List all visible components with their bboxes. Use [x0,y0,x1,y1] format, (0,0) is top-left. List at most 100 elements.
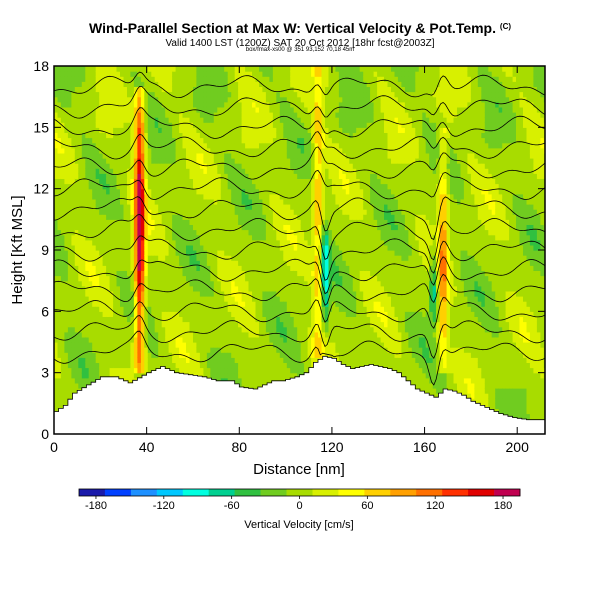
velocity-cell [120,137,125,144]
velocity-cell [81,86,86,93]
velocity-cell [234,239,239,246]
velocity-cell [140,127,145,133]
velocity-cell [186,260,191,266]
velocity-cell [137,347,142,353]
velocity-cell [116,183,121,190]
velocity-cell [127,260,132,266]
velocity-cell [137,296,142,302]
velocity-cell [92,255,97,261]
velocity-cell [203,224,208,231]
velocity-cell [92,204,97,210]
velocity-cell [92,183,97,190]
velocity-cell [71,352,76,358]
velocity-cell [283,127,288,133]
velocity-cell [120,229,125,236]
velocity-cell [147,198,152,205]
velocity-cell [279,152,284,159]
velocity-cell [290,178,295,185]
velocity-cell [172,81,177,87]
velocity-cell [127,311,132,317]
velocity-cell [109,331,114,338]
velocity-cell [67,250,72,256]
velocity-cell [127,178,132,185]
velocity-cell [276,158,281,164]
velocity-cell [168,137,173,144]
velocity-cell [92,198,97,205]
velocity-cell [95,106,100,113]
velocity-cell [92,66,97,72]
velocity-cell [210,214,215,220]
velocity-cell [144,204,149,210]
velocity-cell [102,173,107,179]
velocity-cell [151,285,156,292]
velocity-cell [210,301,215,307]
velocity-cell [199,106,204,113]
velocity-cell [199,336,204,343]
velocity-cell [172,178,177,185]
velocity-cell [234,81,239,87]
velocity-cell [92,316,97,323]
velocity-cell [189,224,194,231]
velocity-cell [147,219,152,225]
velocity-cell [196,260,201,266]
velocity-cell [165,112,170,118]
velocity-cell [248,152,253,159]
velocity-cell [130,296,135,302]
velocity-cell [252,106,257,113]
velocity-cell [74,234,79,241]
velocity-cell [67,163,72,169]
velocity-cell [279,183,284,190]
velocity-cell [206,372,211,379]
velocity-cell [158,244,163,251]
velocity-cell [88,112,93,118]
velocity-cell [54,280,59,287]
velocity-cell [54,229,59,236]
velocity-cell [210,316,215,323]
velocity-cell [269,347,274,353]
velocity-cell [203,357,208,363]
velocity-cell [269,285,274,292]
velocity-cell [116,147,121,154]
velocity-cell [147,244,152,251]
velocity-cell [276,178,281,185]
velocity-cell [133,296,138,302]
velocity-cell [286,117,291,123]
velocity-cell [206,173,211,179]
velocity-cell [224,91,229,98]
velocity-cell [227,306,232,312]
velocity-cell [196,188,201,195]
velocity-cell [199,168,204,174]
velocity-cell [203,86,208,93]
velocity-cell [290,367,295,374]
velocity-cell [85,352,90,358]
velocity-cell [154,285,159,292]
velocity-cell [130,147,135,154]
velocity-cell [206,280,211,287]
velocity-cell [154,188,159,195]
velocity-cell [265,198,270,205]
velocity-cell [182,209,187,215]
velocity-cell [106,142,111,149]
velocity-cell [120,326,125,333]
velocity-cell [199,280,204,287]
velocity-cell [137,147,142,154]
velocity-cell [234,367,239,374]
velocity-cell [224,352,229,358]
velocity-cell [245,132,250,139]
velocity-cell [179,280,184,287]
velocity-cell [74,285,79,292]
velocity-cell [217,326,222,333]
velocity-cell [168,173,173,179]
velocity-cell [140,106,145,113]
velocity-cell [259,229,264,236]
velocity-cell [64,301,69,307]
velocity-cell [57,147,62,154]
velocity-cell [210,347,215,353]
velocity-cell [144,290,149,297]
velocity-cell [255,311,260,317]
velocity-cell [74,260,79,266]
velocity-cell [175,342,180,348]
velocity-cell [279,321,284,328]
velocity-cell [116,142,121,149]
velocity-cell [102,219,107,225]
